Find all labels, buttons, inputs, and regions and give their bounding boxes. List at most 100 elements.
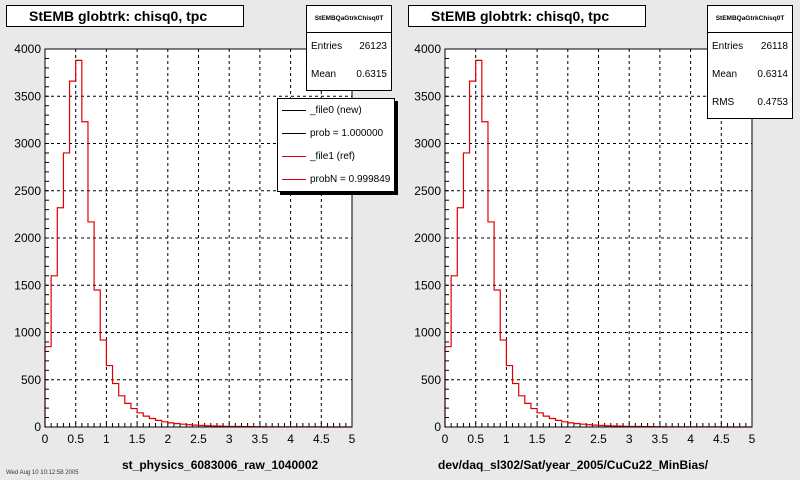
y-tick-label: 500: [21, 373, 41, 387]
histogram-bin: [94, 290, 100, 427]
stats-box: StEMBQaGtrkChisq0T Entries 26123 Mean 0.…: [306, 5, 392, 91]
plot-frame: [44, 48, 353, 428]
histogram-bin: [470, 81, 476, 427]
histogram-bin: [76, 60, 82, 427]
x-tick-label: 0.5: [67, 432, 84, 446]
x-tick-label: 5: [749, 432, 756, 446]
y-tick-label: 1500: [414, 278, 441, 292]
x-tick-label: 2.5: [190, 432, 207, 446]
histogram-bin: [463, 153, 469, 427]
legend-label: probN = 0.999849: [310, 174, 391, 185]
x-tick-label: 4.5: [713, 432, 730, 446]
histogram-bin: [88, 222, 94, 427]
histogram-bin: [525, 403, 531, 427]
x-tick-label: 0.5: [467, 432, 484, 446]
histogram-bin: [494, 290, 500, 427]
histogram-bin: [45, 347, 51, 427]
y-tick-label: 3500: [14, 89, 41, 103]
stats-entries-value: 26118: [760, 41, 788, 52]
legend-swatch: [282, 133, 306, 134]
histogram-bin: [82, 122, 88, 427]
histogram-bin: [562, 422, 568, 427]
y-tick-label: 3000: [414, 137, 441, 151]
histogram-bin: [162, 422, 168, 427]
histogram-bin: [482, 122, 488, 427]
x-tick-label: 4: [687, 432, 694, 446]
x-tick-label: 1: [503, 432, 510, 446]
histogram-bin: [125, 403, 131, 427]
x-tick-label: 4.5: [313, 432, 330, 446]
stats-entries-label: Entries: [311, 41, 343, 52]
histogram-bin: [500, 340, 506, 427]
stats-rms-row: RMS 0.4753: [708, 89, 792, 117]
y-tick-label: 0: [34, 420, 41, 434]
legend-label: _file1 (ref): [310, 151, 356, 162]
x-tick-label: 0: [442, 432, 449, 446]
y-tick-label: 3000: [14, 137, 41, 151]
legend-swatch: [282, 156, 306, 157]
stats-rms-value: 0.4753: [757, 97, 788, 108]
histogram-bin: [57, 208, 63, 427]
histogram-bin: [137, 413, 143, 427]
y-tick-label: 4000: [414, 42, 441, 56]
legend-entry-new: _file0 (new): [278, 99, 394, 122]
chart-panel-new: 0 0.5 1 1.5 2 2.5 3 3.5 4 4.5 5 0 500 1000 1500 2000 250…: [0, 0, 398, 480]
histogram-bin: [63, 153, 69, 427]
histogram-bin: [549, 418, 555, 427]
histogram-bin: [106, 366, 112, 427]
x-axis-label: dev/daq_sl302/Sat/year_2005/CuCu22_MinBi…: [438, 458, 709, 472]
stats-entries-label: Entries: [712, 41, 744, 52]
chart-title: StEMB globtrk: chisq0, tpc: [6, 5, 244, 27]
histogram-bin: [488, 222, 494, 427]
stats-rms-label: RMS: [712, 97, 735, 108]
y-tick-label: 4000: [14, 42, 41, 56]
histogram-bin: [568, 423, 574, 427]
chart-title: StEMB globtrk: chisq0, tpc: [408, 5, 646, 27]
histogram-bin: [445, 347, 451, 427]
stats-mean-value: 0.6315: [356, 69, 387, 80]
x-tick-label: 1.5: [129, 432, 146, 446]
stats-entries-row: Entries 26123: [307, 33, 391, 61]
y-tick-label: 1000: [414, 326, 441, 340]
footer-timestamp: Wed Aug 10 10:12:58 2005: [6, 470, 79, 476]
y-tick-label: 0: [434, 420, 441, 434]
y-tick-label: 500: [421, 373, 441, 387]
x-tick-label: 3.5: [252, 432, 269, 446]
y-tick-label: 1500: [14, 278, 41, 292]
histogram-bin: [70, 81, 76, 427]
stats-mean-label: Mean: [311, 69, 337, 80]
y-tick-label: 2000: [14, 231, 41, 245]
x-tick-label: 1.5: [529, 432, 546, 446]
histogram-bin: [543, 416, 549, 427]
histogram-bin: [168, 423, 174, 427]
legend: _file0 (new) prob = 1.000000 _file1 (ref…: [277, 98, 395, 192]
stats-entries-row: Entries 26118: [708, 33, 792, 61]
legend-swatch: [282, 179, 306, 180]
histogram-bin: [506, 366, 512, 427]
stats-box: StEMBQaGtrkChisq0T Entries 26118 Mean 0.…: [707, 5, 793, 119]
x-axis-label: st_physics_6083006_raw_1040002: [122, 458, 319, 472]
legend-entry-probn: probN = 0.999849: [278, 168, 394, 191]
y-tick-label: 3500: [414, 89, 441, 103]
histogram-bin: [531, 409, 537, 427]
x-tick-label: 0: [42, 432, 49, 446]
histogram-bin: [149, 418, 155, 427]
histogram-bin: [513, 384, 519, 427]
x-tick-label: 3: [226, 432, 233, 446]
histogram-bin: [451, 276, 457, 427]
histogram-bin: [457, 208, 463, 427]
histogram-bin: [537, 413, 543, 427]
x-tick-label: 2: [164, 432, 171, 446]
x-tick-label: 2.5: [590, 432, 607, 446]
legend-label: _file0 (new): [310, 105, 362, 116]
histogram-bin: [119, 396, 125, 427]
histogram-bin: [131, 409, 137, 427]
plot-frame: [444, 48, 753, 428]
stats-name: StEMBQaGtrkChisq0T: [708, 6, 792, 33]
y-tick-label: 2000: [414, 231, 441, 245]
x-tick-label: 3: [626, 432, 633, 446]
x-tick-label: 3.5: [652, 432, 669, 446]
histogram-bin: [143, 416, 149, 427]
stats-mean-label: Mean: [712, 69, 738, 80]
histogram-bin: [556, 420, 562, 427]
